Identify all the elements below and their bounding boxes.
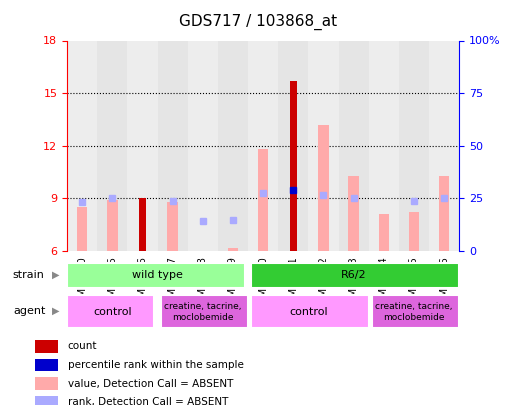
Bar xyxy=(251,296,369,328)
Bar xyxy=(289,81,297,251)
Bar xyxy=(251,262,459,288)
Bar xyxy=(399,40,429,251)
Bar xyxy=(409,213,420,251)
Bar xyxy=(218,40,248,251)
Text: GDS717 / 103868_at: GDS717 / 103868_at xyxy=(179,14,337,30)
Bar xyxy=(338,40,369,251)
Bar xyxy=(248,40,278,251)
Bar xyxy=(372,296,459,328)
Bar xyxy=(67,262,245,288)
Text: percentile rank within the sample: percentile rank within the sample xyxy=(68,360,244,370)
Text: ▶: ▶ xyxy=(52,306,59,316)
Bar xyxy=(348,176,359,251)
Bar xyxy=(318,125,329,251)
Text: agent: agent xyxy=(13,306,45,316)
Text: ▶: ▶ xyxy=(52,270,59,279)
Bar xyxy=(67,40,97,251)
Text: R6/2: R6/2 xyxy=(341,271,366,280)
Bar xyxy=(160,296,248,328)
Bar xyxy=(127,40,157,251)
Text: value, Detection Call = ABSENT: value, Detection Call = ABSENT xyxy=(68,379,233,389)
Bar xyxy=(35,359,58,371)
Text: creatine, tacrine,
moclobemide: creatine, tacrine, moclobemide xyxy=(164,302,241,322)
Text: rank, Detection Call = ABSENT: rank, Detection Call = ABSENT xyxy=(68,397,228,405)
Bar xyxy=(228,247,238,251)
Bar xyxy=(97,40,127,251)
Bar xyxy=(278,40,309,251)
Bar xyxy=(35,396,58,405)
Bar xyxy=(167,202,178,251)
Bar xyxy=(369,40,399,251)
Text: count: count xyxy=(68,341,97,352)
Bar xyxy=(258,149,268,251)
Bar xyxy=(188,40,218,251)
Bar xyxy=(439,176,449,251)
Bar xyxy=(379,214,389,251)
Text: creatine, tacrine,
moclobemide: creatine, tacrine, moclobemide xyxy=(375,302,453,322)
Bar xyxy=(35,377,58,390)
Bar xyxy=(67,296,154,328)
Bar xyxy=(35,340,58,353)
Bar xyxy=(77,207,87,251)
Bar xyxy=(107,200,118,251)
Text: control: control xyxy=(289,307,328,317)
Bar xyxy=(429,40,459,251)
Text: wild type: wild type xyxy=(132,271,183,280)
Bar xyxy=(139,198,146,251)
Bar xyxy=(309,40,338,251)
Text: strain: strain xyxy=(13,270,45,279)
Bar xyxy=(157,40,188,251)
Text: control: control xyxy=(93,307,132,317)
